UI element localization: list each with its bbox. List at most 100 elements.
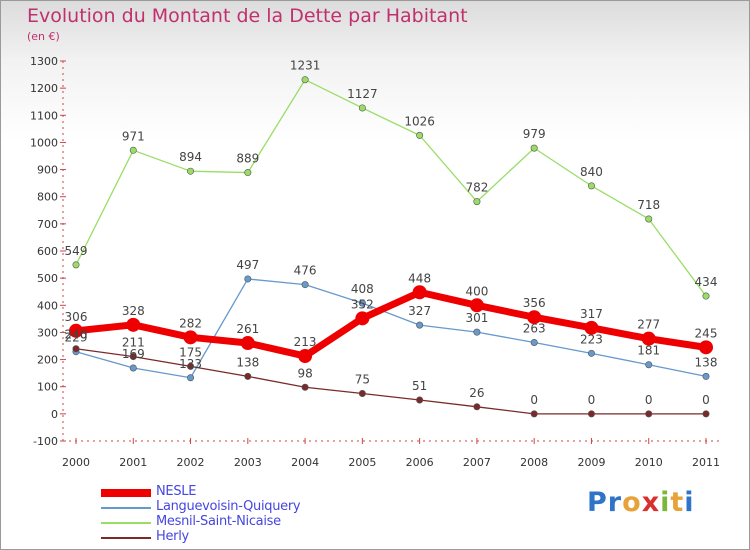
y-tick-label: 1100 xyxy=(30,109,58,122)
data-label: 211 xyxy=(122,336,145,350)
x-tick-label: 2010 xyxy=(635,456,663,469)
data-point xyxy=(416,131,424,139)
data-label: 971 xyxy=(122,129,145,143)
data-point xyxy=(298,349,313,364)
data-point xyxy=(469,298,484,313)
x-tick-label: 2007 xyxy=(463,456,491,469)
data-point xyxy=(244,169,252,177)
data-point xyxy=(412,285,427,300)
data-label: 138 xyxy=(695,355,718,369)
data-point xyxy=(129,364,137,372)
x-tick-label: 2002 xyxy=(177,456,205,469)
data-label: 317 xyxy=(580,307,603,321)
data-label: 181 xyxy=(637,344,660,358)
legend-swatch xyxy=(101,522,151,524)
data-point xyxy=(645,215,653,223)
series-line xyxy=(72,288,710,360)
data-label: 782 xyxy=(465,181,488,195)
y-tick-label: 0 xyxy=(51,408,58,421)
data-point xyxy=(584,320,599,335)
data-point xyxy=(530,410,538,418)
data-point xyxy=(355,311,370,326)
data-label: 1231 xyxy=(290,59,321,73)
x-tick-label: 2001 xyxy=(119,456,147,469)
data-label: 1127 xyxy=(347,87,378,101)
data-label: 840 xyxy=(580,165,603,179)
y-tick-label: 900 xyxy=(37,164,58,177)
logo-letter: t xyxy=(670,487,685,518)
data-point xyxy=(358,389,366,397)
y-tick-label: 700 xyxy=(37,218,58,231)
data-point xyxy=(301,383,309,391)
data-label: 979 xyxy=(523,127,546,141)
chart-subtitle: (en €) xyxy=(27,30,60,43)
data-label: 175 xyxy=(179,345,202,359)
data-point xyxy=(240,336,255,351)
data-label: 169 xyxy=(122,347,145,361)
data-label: 0 xyxy=(588,393,596,407)
series-line xyxy=(75,79,707,297)
y-tick-label: 1000 xyxy=(30,136,58,149)
data-point xyxy=(587,410,595,418)
data-point xyxy=(645,410,653,418)
logo-letter: i xyxy=(684,487,695,518)
data-label: 497 xyxy=(236,258,259,272)
y-tick-label: 600 xyxy=(37,245,58,258)
data-point xyxy=(301,281,309,289)
logo-letter: x xyxy=(641,487,661,518)
chart-title: Evolution du Montant de la Dette par Hab… xyxy=(27,5,468,27)
data-point xyxy=(530,338,538,346)
x-tick-label: 2000 xyxy=(62,456,90,469)
y-tick-label: 400 xyxy=(37,299,58,312)
x-tick-label: 2005 xyxy=(348,456,376,469)
data-label: 1026 xyxy=(404,114,435,128)
x-tick-label: 2008 xyxy=(520,456,548,469)
data-label: 213 xyxy=(294,335,317,349)
data-point xyxy=(527,310,542,325)
data-label: 0 xyxy=(702,393,710,407)
data-point xyxy=(183,330,198,345)
logo-letter: P xyxy=(587,487,608,518)
legend-swatch xyxy=(101,507,151,509)
legend-label: Herly xyxy=(156,529,189,544)
y-tick-label: 800 xyxy=(37,191,58,204)
data-label: 282 xyxy=(179,316,202,330)
logo-letter: o xyxy=(622,487,642,518)
data-point xyxy=(129,146,137,154)
legend-label: Mesnil-Saint-Nicaise xyxy=(156,514,281,529)
data-point xyxy=(641,331,656,346)
data-point xyxy=(187,167,195,175)
x-tick-label: 2011 xyxy=(692,456,720,469)
data-label: 277 xyxy=(637,318,660,332)
data-point xyxy=(129,353,137,361)
data-point xyxy=(699,340,713,355)
data-label: 356 xyxy=(523,296,546,310)
y-tick-label: 300 xyxy=(37,326,58,339)
data-label: 133 xyxy=(179,357,202,371)
x-tick-label: 2009 xyxy=(577,456,605,469)
data-label: 229 xyxy=(65,331,88,345)
data-label: 75 xyxy=(355,373,370,387)
data-label: 223 xyxy=(580,332,603,346)
data-point xyxy=(530,144,538,152)
x-tick-label: 2006 xyxy=(406,456,434,469)
y-tick-label: 200 xyxy=(37,354,58,367)
data-label: 476 xyxy=(294,264,317,278)
data-label: 894 xyxy=(179,150,202,164)
data-point xyxy=(587,349,595,357)
data-label: 327 xyxy=(408,304,431,318)
data-label: 408 xyxy=(351,282,374,296)
data-label: 549 xyxy=(65,244,88,258)
y-tick-label: 500 xyxy=(37,272,58,285)
data-point xyxy=(702,410,710,418)
x-tick-label: 2004 xyxy=(291,456,319,469)
data-label: 138 xyxy=(236,355,259,369)
data-label: 718 xyxy=(637,198,660,212)
data-point xyxy=(416,396,424,404)
data-label: 352 xyxy=(351,297,374,311)
y-tick-label: 1200 xyxy=(30,82,58,95)
data-label: 98 xyxy=(297,366,312,380)
y-tick-label: 1300 xyxy=(30,55,58,68)
logo-letter: i xyxy=(660,487,671,518)
